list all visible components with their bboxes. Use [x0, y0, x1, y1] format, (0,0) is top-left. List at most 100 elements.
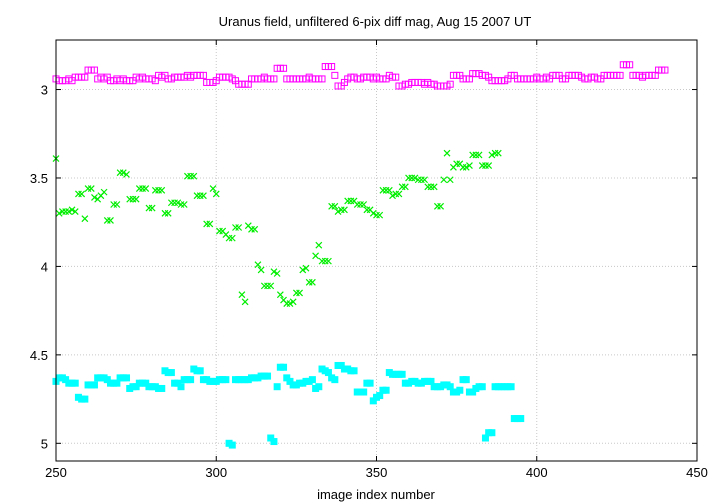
data-point — [376, 211, 384, 219]
data-point — [328, 63, 336, 71]
data-point — [482, 162, 489, 170]
data-point — [292, 289, 300, 297]
data-point — [164, 209, 172, 217]
data-point — [369, 397, 377, 405]
data-point — [315, 241, 323, 249]
data-point — [488, 151, 496, 159]
data-point — [158, 384, 166, 392]
data-point — [469, 151, 477, 159]
data-point — [75, 190, 82, 198]
data-point — [376, 392, 384, 400]
data-point — [123, 374, 131, 382]
data-point — [116, 169, 124, 177]
data-point — [68, 206, 76, 214]
data-point — [469, 388, 477, 396]
data-point — [424, 183, 432, 191]
data-point — [78, 190, 86, 198]
y-tick-label: 3 — [41, 83, 48, 98]
data-point — [71, 379, 79, 387]
data-point — [148, 204, 156, 212]
data-point — [353, 201, 361, 208]
data-point — [273, 383, 281, 391]
data-point — [187, 376, 195, 384]
data-point — [273, 270, 281, 277]
data-point — [337, 361, 345, 369]
data-point — [360, 201, 368, 208]
data-point — [347, 197, 355, 205]
data-point — [398, 183, 406, 191]
y-tick-label: 5 — [41, 436, 48, 451]
data-point — [126, 195, 134, 203]
data-point — [55, 209, 63, 217]
data-point — [366, 379, 374, 387]
data-point — [443, 149, 451, 157]
data-point — [123, 171, 130, 178]
data-point — [190, 172, 198, 180]
y-tick-label: 4.5 — [30, 348, 48, 363]
data-point — [466, 162, 473, 170]
data-point — [478, 383, 486, 391]
data-point — [180, 201, 188, 208]
data-point — [270, 438, 278, 446]
data-point — [235, 224, 243, 231]
data-point — [158, 186, 166, 194]
data-point — [430, 183, 438, 191]
data-point — [360, 388, 368, 396]
data-point — [107, 217, 114, 224]
data-point — [485, 162, 493, 170]
data-point — [139, 185, 146, 193]
data-point — [110, 201, 118, 208]
data-point — [427, 377, 435, 385]
data-point — [382, 386, 390, 394]
data-point — [142, 379, 150, 387]
data-point — [119, 169, 127, 177]
data-point — [151, 186, 159, 194]
data-point — [145, 204, 153, 212]
data-point — [81, 215, 89, 223]
data-point — [334, 208, 342, 216]
data-point — [392, 73, 400, 81]
data-point — [203, 220, 211, 228]
data-point — [315, 383, 323, 391]
data-point — [113, 201, 121, 208]
data-point — [395, 190, 403, 198]
data-point — [193, 192, 201, 200]
data-point — [280, 363, 288, 371]
data-point — [472, 151, 480, 159]
data-point — [283, 374, 291, 382]
data-point — [389, 192, 396, 200]
data-point — [478, 162, 486, 170]
data-point — [62, 376, 70, 384]
data-point — [283, 300, 291, 307]
data-point — [289, 298, 297, 306]
data-point — [286, 377, 294, 385]
data-point — [216, 227, 223, 235]
x-tick-label: 450 — [686, 465, 708, 480]
x-tick-label: 250 — [45, 465, 67, 480]
data-point — [103, 376, 111, 384]
data-point — [241, 298, 249, 306]
data-point — [225, 234, 233, 242]
data-point — [171, 199, 179, 207]
data-point — [379, 186, 387, 194]
data-point — [341, 206, 348, 214]
data-point — [174, 199, 182, 207]
data-point — [357, 201, 364, 208]
data-point — [401, 183, 409, 191]
data-point — [385, 186, 393, 194]
data-point — [62, 208, 70, 216]
data-point — [462, 376, 470, 384]
data-point — [299, 266, 307, 274]
data-point — [260, 282, 268, 290]
x-tick-label: 350 — [366, 465, 388, 480]
data-point — [296, 289, 304, 297]
data-point — [90, 381, 98, 389]
data-point — [494, 149, 502, 157]
data-point — [308, 376, 316, 384]
data-point — [318, 257, 326, 265]
data-point — [132, 383, 140, 391]
data-point — [446, 383, 454, 391]
data-point — [267, 282, 275, 290]
data-point — [344, 197, 352, 205]
